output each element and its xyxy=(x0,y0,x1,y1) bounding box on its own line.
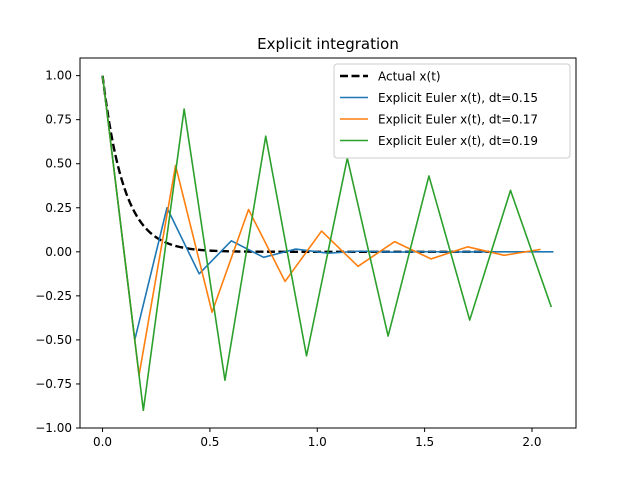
series-line-2 xyxy=(101,75,541,376)
y-tick-label: 0.50 xyxy=(45,157,72,171)
series-layer xyxy=(101,75,554,412)
series-line-3 xyxy=(101,75,553,412)
legend-entry-0: Actual x(t) xyxy=(378,70,441,84)
y-tick-label: −0.75 xyxy=(35,377,72,391)
legend-entry-2: Explicit Euler x(t), dt=0.17 xyxy=(378,113,538,127)
y-tick-label: −0.50 xyxy=(35,333,72,347)
y-tick-label: 0.00 xyxy=(45,245,72,259)
y-tick-label: 1.00 xyxy=(45,69,72,83)
x-tick-label: 2.0 xyxy=(522,435,541,449)
x-tick-label: 0.0 xyxy=(93,435,112,449)
y-tick-label: −0.25 xyxy=(35,289,72,303)
legend-entry-1: Explicit Euler x(t), dt=0.15 xyxy=(378,91,538,105)
y-tick-label: −1.00 xyxy=(35,421,72,435)
y-axis: −1.00 −0.75 −0.50 −0.25 0.00 0.25 0.50 0.75 1.00 xyxy=(35,69,80,435)
x-tick-label: 1.0 xyxy=(308,435,327,449)
x-axis: 0.0 0.5 1.0 1.5 2.0 xyxy=(93,428,542,449)
chart-title: Explicit integration xyxy=(257,35,399,53)
y-tick-label: 0.25 xyxy=(45,201,72,215)
legend-box xyxy=(333,63,571,159)
x-tick-label: 0.5 xyxy=(200,435,219,449)
legend-entry-3: Explicit Euler x(t), dt=0.19 xyxy=(378,134,538,148)
y-tick-label: 0.75 xyxy=(45,113,72,127)
series-line-0 xyxy=(101,75,490,254)
x-tick-label: 1.5 xyxy=(415,435,434,449)
legend: Actual x(t) Explicit Euler x(t), dt=0.15 E… xyxy=(333,63,571,159)
plot-frame xyxy=(79,57,577,429)
